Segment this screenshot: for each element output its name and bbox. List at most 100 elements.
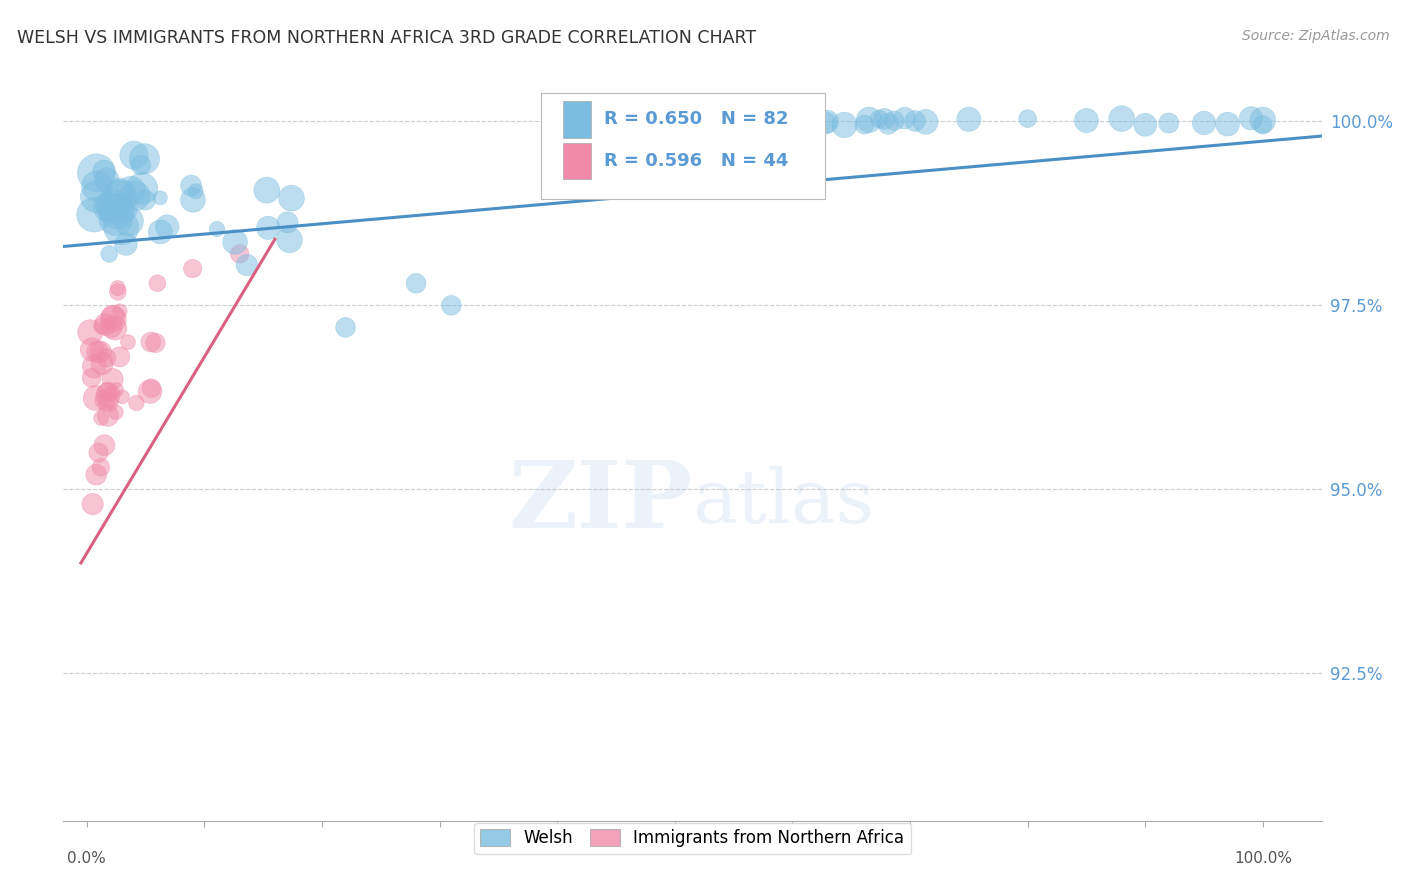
Point [83,359,105,374]
Point [205,222,228,236]
Point [868,112,890,126]
Text: Source: ZipAtlas.com: Source: ZipAtlas.com [1241,29,1389,43]
Point [1192,116,1215,130]
Point [97,200,120,214]
Point [82,497,104,511]
Point [97,384,120,399]
Point [149,225,172,239]
Point [745,116,768,130]
Point [108,304,131,318]
Point [93,164,115,178]
Point [103,311,125,326]
Point [904,114,927,128]
Point [134,152,156,166]
Point [117,335,139,350]
Point [105,383,128,397]
Point [146,277,169,291]
Point [815,114,838,128]
Point [96,173,118,187]
Point [115,237,138,252]
Point [278,233,301,247]
Point [101,199,124,213]
Point [90,411,112,425]
Point [647,112,669,126]
Point [131,181,153,195]
Point [257,220,280,235]
Point [139,384,162,399]
Point [405,277,427,291]
Text: R = 0.650   N = 82: R = 0.650 N = 82 [605,111,789,128]
Point [107,281,129,295]
Point [883,113,905,128]
Point [104,211,127,226]
Point [873,112,896,126]
Point [79,325,101,339]
Point [787,118,810,132]
Point [111,390,134,404]
Point [97,388,120,402]
Point [1157,116,1180,130]
Point [858,112,880,127]
Point [181,193,204,207]
Point [773,114,796,128]
Point [135,193,157,207]
Point [893,111,915,125]
Point [616,118,638,132]
Point [256,183,278,197]
Point [1017,112,1039,126]
Point [1076,113,1098,128]
Bar [562,101,591,137]
Point [96,351,118,365]
Point [228,247,250,261]
Point [98,387,121,401]
Point [1251,118,1274,132]
Point [149,191,172,205]
Point [853,118,876,132]
FancyBboxPatch shape [541,93,824,199]
Point [668,111,690,125]
Point [440,298,463,312]
Point [94,393,117,408]
Point [658,115,681,129]
Point [1240,112,1263,126]
Point [93,438,115,452]
Point [645,117,668,131]
Point [141,381,163,395]
Point [98,247,121,261]
Point [86,179,108,194]
Point [139,334,162,349]
Point [814,116,837,130]
Point [122,148,145,162]
Text: ZIP: ZIP [508,458,692,547]
Point [877,117,900,131]
Point [236,258,259,272]
Point [108,186,131,200]
Point [108,191,131,205]
Point [97,394,120,409]
Point [1111,112,1133,126]
Point [280,191,302,205]
Point [834,118,856,132]
Point [224,235,246,249]
Point [120,184,142,198]
Point [104,405,127,419]
Point [184,184,207,198]
Point [1135,118,1157,132]
Point [692,117,714,131]
Point [94,318,117,332]
Point [91,357,114,371]
Text: WELSH VS IMMIGRANTS FROM NORTHERN AFRICA 3RD GRADE CORRELATION CHART: WELSH VS IMMIGRANTS FROM NORTHERN AFRICA… [17,29,756,46]
Point [105,204,128,219]
Point [86,166,108,180]
Point [117,214,139,228]
Point [90,344,112,359]
Text: R = 0.596   N = 44: R = 0.596 N = 44 [605,152,789,170]
Point [181,261,204,276]
Point [676,118,699,132]
Point [678,118,700,132]
Point [1216,117,1239,131]
Text: 100.0%: 100.0% [1234,851,1292,866]
Point [335,320,357,334]
Bar [562,143,591,179]
Point [125,396,148,410]
